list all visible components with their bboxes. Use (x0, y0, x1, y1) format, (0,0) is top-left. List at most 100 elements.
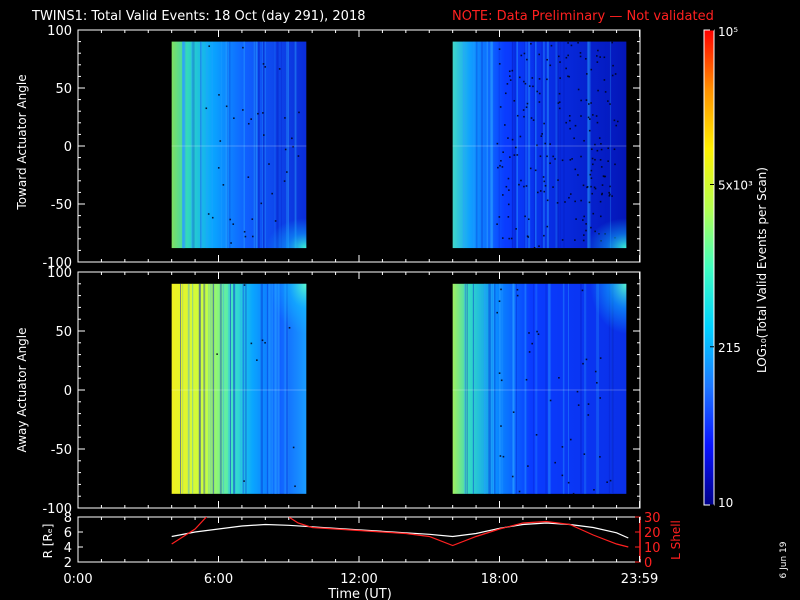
data-speckle (587, 116, 590, 119)
data-streak (533, 41, 536, 249)
data-speckle (568, 119, 571, 122)
colorbar-label: LOG₁₀(Total Valid Events per Scan) (755, 167, 769, 373)
data-speckle (609, 103, 611, 105)
data-streak (200, 41, 202, 249)
data-streak (486, 41, 488, 249)
orbit-right-ylabel: L Shell (669, 520, 683, 560)
ytick-label: -50 (51, 443, 72, 458)
data-speckle (593, 186, 596, 189)
data-speckle (591, 114, 594, 116)
data-speckle (532, 85, 534, 88)
data-speckle (567, 481, 570, 484)
data-speckle (525, 185, 528, 187)
data-speckle (538, 53, 541, 56)
data-speckle (542, 176, 545, 178)
data-speckle (509, 156, 511, 158)
data-streak (541, 41, 543, 249)
data-speckle (591, 163, 594, 166)
data-speckle (498, 63, 501, 65)
data-speckle (561, 474, 564, 477)
data-speckle (528, 85, 531, 87)
data-streak (501, 283, 504, 494)
data-speckle (538, 101, 541, 103)
away-ylabel: Away Actuator Angle (15, 327, 29, 452)
data-speckle (587, 414, 590, 416)
data-speckle (518, 76, 521, 79)
data-streak (584, 283, 587, 494)
data-speckle (604, 175, 607, 178)
data-speckle (559, 61, 561, 63)
data-streak (596, 283, 598, 494)
data-speckle (531, 77, 534, 79)
data-speckle (502, 194, 504, 196)
data-speckle (532, 119, 535, 121)
data-speckle (611, 74, 614, 77)
data-speckle (596, 381, 598, 384)
data-streak (276, 41, 279, 249)
ytick-label: 50 (55, 325, 72, 340)
data-speckle (565, 121, 568, 124)
data-streak (512, 283, 515, 494)
data-streak (490, 41, 492, 249)
data-streak (524, 41, 526, 249)
data-streak (472, 283, 474, 494)
data-streak (294, 41, 296, 249)
data-streak (262, 41, 264, 249)
colorbar-gradient (703, 29, 715, 506)
data-streak (587, 41, 590, 249)
data-speckle (263, 134, 265, 136)
data-speckle (500, 425, 502, 427)
data-speckle (496, 223, 498, 225)
data-streak (260, 283, 263, 494)
ytick-label: -50 (51, 198, 72, 213)
data-speckle (278, 68, 281, 70)
data-streak (232, 283, 236, 494)
data-speckle (561, 159, 564, 162)
data-speckle (549, 399, 552, 402)
data-streak (559, 41, 561, 249)
data-speckle (590, 169, 593, 172)
data-speckle (538, 92, 541, 95)
data-speckle (498, 216, 501, 218)
data-speckle (264, 66, 267, 68)
data-speckle (608, 195, 611, 197)
data-speckle (539, 155, 542, 158)
data-speckle (520, 179, 522, 182)
data-streak (605, 41, 607, 249)
data-speckle (546, 58, 548, 61)
data-speckle (506, 83, 509, 85)
data-speckle (543, 122, 545, 125)
data-speckle (554, 461, 556, 464)
data-speckle (599, 159, 602, 161)
data-streak (221, 41, 222, 249)
data-speckle (508, 237, 511, 240)
data-speckle (507, 216, 510, 218)
data-speckle (557, 179, 559, 181)
data-speckle (558, 107, 561, 110)
orbit-ytick-label: 2 (64, 556, 72, 571)
data-speckle (582, 362, 584, 365)
data-speckle (527, 465, 529, 467)
data-speckle (611, 41, 614, 44)
data-streak (262, 41, 265, 249)
data-speckle (588, 118, 591, 120)
data-speckle (219, 140, 222, 142)
data-streak (187, 283, 190, 494)
data-speckle (537, 191, 539, 194)
data-speckle (557, 102, 560, 104)
data-speckle (570, 44, 573, 47)
data-streak (268, 283, 270, 494)
data-speckle (536, 330, 538, 333)
data-streak (209, 283, 212, 494)
data-streak (608, 283, 610, 494)
data-speckle (558, 55, 560, 58)
data-speckle (585, 229, 587, 232)
data-speckle (564, 201, 566, 203)
data-speckle (585, 358, 588, 361)
data-speckle (573, 137, 575, 140)
data-speckle (607, 100, 609, 102)
data-speckle (500, 379, 503, 382)
data-speckle (513, 154, 516, 156)
data-speckle (592, 212, 595, 215)
data-speckle (588, 129, 591, 132)
